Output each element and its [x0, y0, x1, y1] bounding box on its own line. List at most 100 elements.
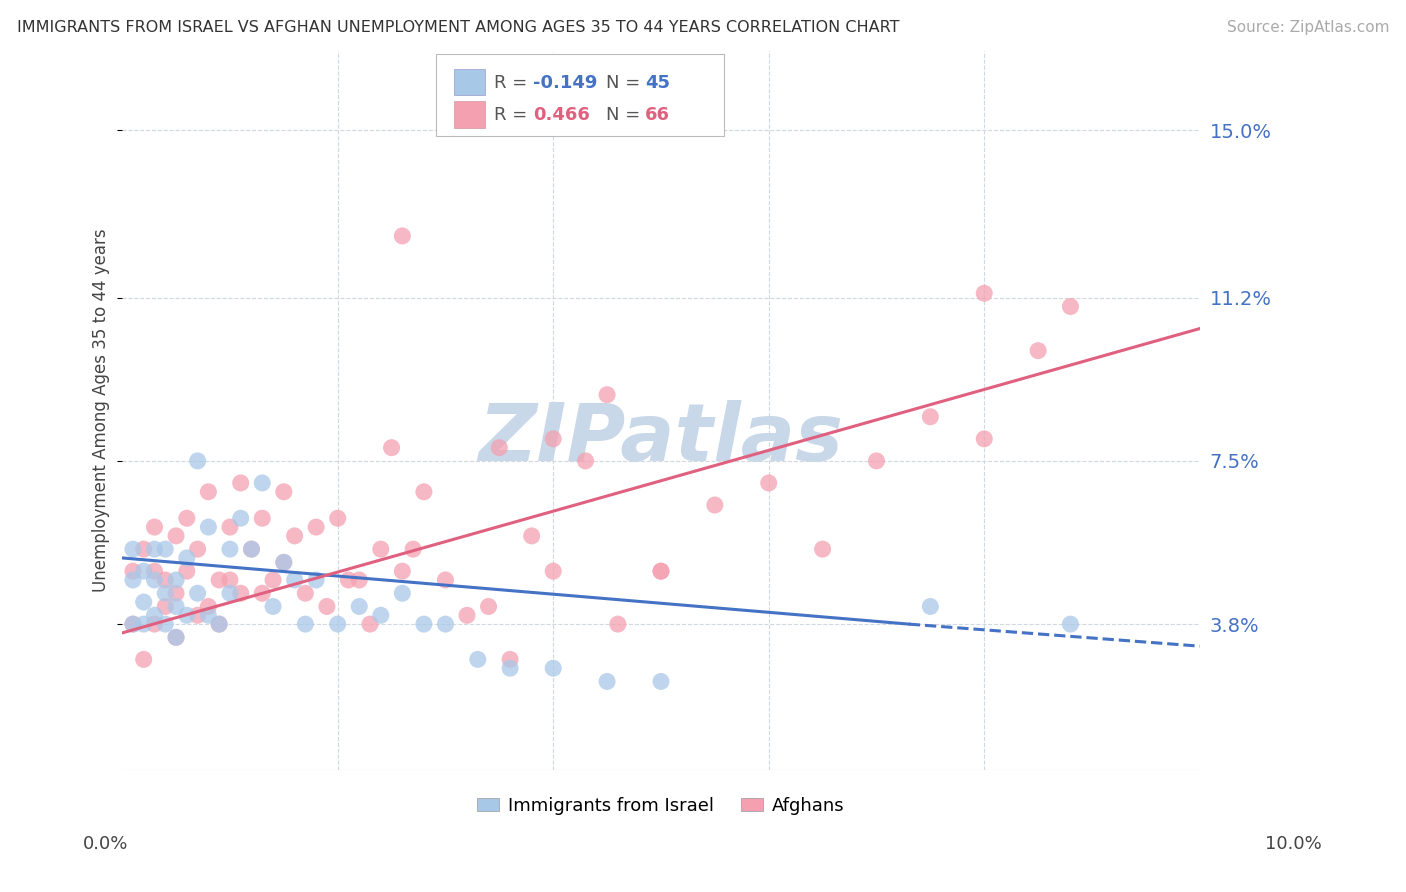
- Point: [294, 617, 316, 632]
- Point: [1059, 617, 1081, 632]
- Point: [132, 617, 155, 632]
- Point: [143, 617, 166, 632]
- Point: [219, 520, 242, 534]
- Point: [920, 599, 942, 614]
- Point: [326, 511, 349, 525]
- Point: [758, 475, 780, 490]
- Text: R =: R =: [494, 74, 533, 92]
- Point: [541, 564, 564, 578]
- Point: [155, 617, 177, 632]
- Point: [391, 564, 413, 578]
- Point: [252, 511, 274, 525]
- Point: [262, 573, 284, 587]
- Point: [229, 511, 252, 525]
- Point: [391, 229, 413, 244]
- Point: [143, 564, 166, 578]
- Y-axis label: Unemployment Among Ages 35 to 44 years: Unemployment Among Ages 35 to 44 years: [93, 228, 110, 592]
- Point: [197, 520, 219, 534]
- Point: [305, 573, 328, 587]
- Point: [252, 586, 274, 600]
- Point: [412, 617, 434, 632]
- Point: [176, 550, 198, 565]
- Point: [973, 286, 995, 301]
- Point: [197, 484, 219, 499]
- Point: [252, 475, 274, 490]
- Point: [143, 608, 166, 623]
- Point: [143, 573, 166, 587]
- Point: [326, 617, 349, 632]
- Point: [606, 617, 628, 632]
- Point: [229, 475, 252, 490]
- Point: [370, 542, 392, 557]
- Point: [574, 454, 596, 468]
- Point: [316, 599, 339, 614]
- Point: [155, 573, 177, 587]
- Point: [499, 652, 522, 666]
- Point: [176, 564, 198, 578]
- Point: [155, 599, 177, 614]
- Point: [284, 573, 307, 587]
- Point: [165, 599, 187, 614]
- Point: [273, 555, 295, 569]
- Point: [165, 631, 187, 645]
- Point: [499, 661, 522, 675]
- Point: [155, 586, 177, 600]
- Point: [973, 432, 995, 446]
- Point: [434, 573, 457, 587]
- Point: [541, 661, 564, 675]
- Point: [488, 441, 510, 455]
- Point: [155, 542, 177, 557]
- Point: [219, 586, 242, 600]
- Point: [650, 564, 672, 578]
- Point: [165, 586, 187, 600]
- Point: [349, 573, 371, 587]
- Point: [920, 409, 942, 424]
- Point: [520, 529, 543, 543]
- Point: [208, 617, 231, 632]
- Point: [477, 599, 499, 614]
- Point: [187, 542, 209, 557]
- Point: [456, 608, 478, 623]
- Text: IMMIGRANTS FROM ISRAEL VS AFGHAN UNEMPLOYMENT AMONG AGES 35 TO 44 YEARS CORRELAT: IMMIGRANTS FROM ISRAEL VS AFGHAN UNEMPLO…: [17, 20, 900, 35]
- Text: 45: 45: [645, 74, 671, 92]
- Point: [1059, 300, 1081, 314]
- Point: [865, 454, 887, 468]
- Point: [434, 617, 457, 632]
- Point: [165, 631, 187, 645]
- Point: [337, 573, 360, 587]
- Point: [219, 573, 242, 587]
- Point: [262, 599, 284, 614]
- Point: [229, 586, 252, 600]
- Point: [122, 564, 145, 578]
- Point: [650, 564, 672, 578]
- Point: [208, 573, 231, 587]
- Point: [305, 520, 328, 534]
- Point: [811, 542, 834, 557]
- Point: [370, 608, 392, 623]
- Text: N =: N =: [606, 74, 645, 92]
- Point: [208, 617, 231, 632]
- Point: [122, 617, 145, 632]
- Point: [402, 542, 425, 557]
- Point: [165, 573, 187, 587]
- Point: [273, 555, 295, 569]
- Point: [132, 595, 155, 609]
- Point: [596, 388, 619, 402]
- Point: [165, 529, 187, 543]
- Text: 10.0%: 10.0%: [1265, 835, 1322, 853]
- Point: [122, 617, 145, 632]
- Point: [467, 652, 489, 666]
- Point: [122, 573, 145, 587]
- Point: [219, 542, 242, 557]
- Text: -0.149: -0.149: [533, 74, 598, 92]
- Point: [349, 599, 371, 614]
- Point: [197, 599, 219, 614]
- Point: [132, 652, 155, 666]
- Point: [187, 454, 209, 468]
- Text: Source: ZipAtlas.com: Source: ZipAtlas.com: [1226, 20, 1389, 35]
- Point: [273, 484, 295, 499]
- Point: [240, 542, 263, 557]
- Text: 0.0%: 0.0%: [83, 835, 128, 853]
- Point: [240, 542, 263, 557]
- Point: [132, 542, 155, 557]
